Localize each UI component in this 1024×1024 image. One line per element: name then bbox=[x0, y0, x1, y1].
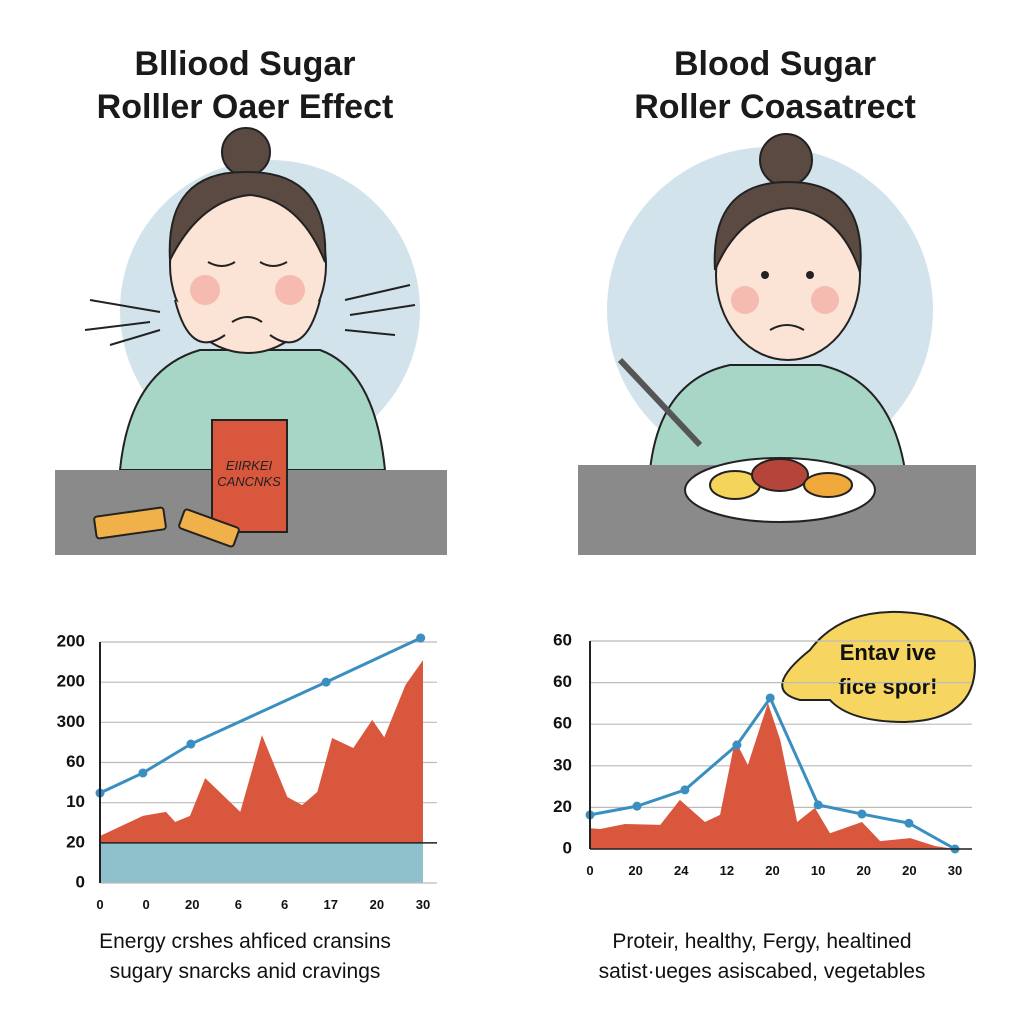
x-tick-label: 20 bbox=[185, 897, 199, 912]
x-tick-label: 0 bbox=[586, 863, 593, 878]
x-tick-label: 20 bbox=[370, 897, 384, 912]
line-point bbox=[813, 800, 823, 810]
line-point bbox=[416, 633, 426, 643]
line-point bbox=[138, 768, 148, 778]
x-tick-label: 30 bbox=[948, 863, 962, 878]
y-tick-label: 60 bbox=[553, 672, 572, 691]
x-tick-label: 30 bbox=[416, 897, 430, 912]
panel-title: Roller Coasatrect bbox=[634, 88, 916, 126]
y-tick-label: 60 bbox=[66, 752, 85, 771]
callout-text: Entav ive bbox=[840, 640, 937, 665]
x-tick-label: 20 bbox=[902, 863, 916, 878]
y-tick-label: 60 bbox=[553, 630, 572, 649]
line-point bbox=[186, 739, 196, 749]
illustration-left bbox=[55, 127, 447, 555]
panel-title: Blood Sugar bbox=[674, 45, 876, 83]
line-point bbox=[765, 693, 775, 703]
callout-bubble bbox=[781, 610, 977, 724]
x-tick-label: 20 bbox=[628, 863, 642, 878]
panel-title: Blliood Sugar bbox=[135, 45, 356, 83]
y-tick-label: 30 bbox=[553, 755, 572, 774]
line-point bbox=[857, 809, 867, 819]
area bbox=[100, 660, 423, 843]
illustration-right bbox=[578, 133, 976, 555]
x-tick-label: 0 bbox=[143, 897, 150, 912]
callout-text: fice spor! bbox=[838, 674, 937, 699]
y-tick-label: 200 bbox=[57, 672, 85, 691]
x-tick-label: 6 bbox=[235, 897, 242, 912]
caption: Proteir, healthy, Fergy, healtined bbox=[612, 930, 911, 953]
y-tick-label: 60 bbox=[553, 714, 572, 733]
y-tick-label: 200 bbox=[57, 631, 85, 650]
y-tick-label: 10 bbox=[66, 792, 85, 811]
x-tick-label: 20 bbox=[765, 863, 779, 878]
y-tick-label: 20 bbox=[66, 832, 85, 851]
line-point bbox=[680, 785, 690, 795]
x-tick-label: 12 bbox=[720, 863, 734, 878]
line-point bbox=[321, 677, 331, 687]
x-tick-label: 20 bbox=[857, 863, 871, 878]
y-tick-label: 300 bbox=[57, 712, 85, 731]
line-point bbox=[632, 801, 642, 811]
line-point bbox=[732, 740, 742, 750]
y-tick-label: 0 bbox=[563, 838, 572, 857]
y-tick-label: 0 bbox=[76, 872, 85, 891]
x-tick-label: 0 bbox=[96, 897, 103, 912]
y-tick-label: 20 bbox=[553, 797, 572, 816]
x-tick-label: 6 bbox=[281, 897, 288, 912]
caption: satist·ueges asiscabed, vegetables bbox=[599, 960, 926, 983]
caption: Energy crshes ahficed cransins bbox=[99, 930, 391, 953]
snack-box-label: CANCNKS bbox=[217, 474, 281, 489]
x-tick-label: 24 bbox=[674, 863, 689, 878]
panel-title: Rolller Oaer Effect bbox=[97, 88, 394, 126]
snack-box-label: EIIRKEI bbox=[226, 458, 273, 473]
area bbox=[590, 702, 955, 849]
line-point bbox=[904, 818, 914, 828]
x-tick-label: 10 bbox=[811, 863, 825, 878]
baseline-band bbox=[100, 842, 423, 883]
caption: sugary snarcks anid cravings bbox=[110, 960, 381, 983]
x-tick-label: 17 bbox=[323, 897, 337, 912]
